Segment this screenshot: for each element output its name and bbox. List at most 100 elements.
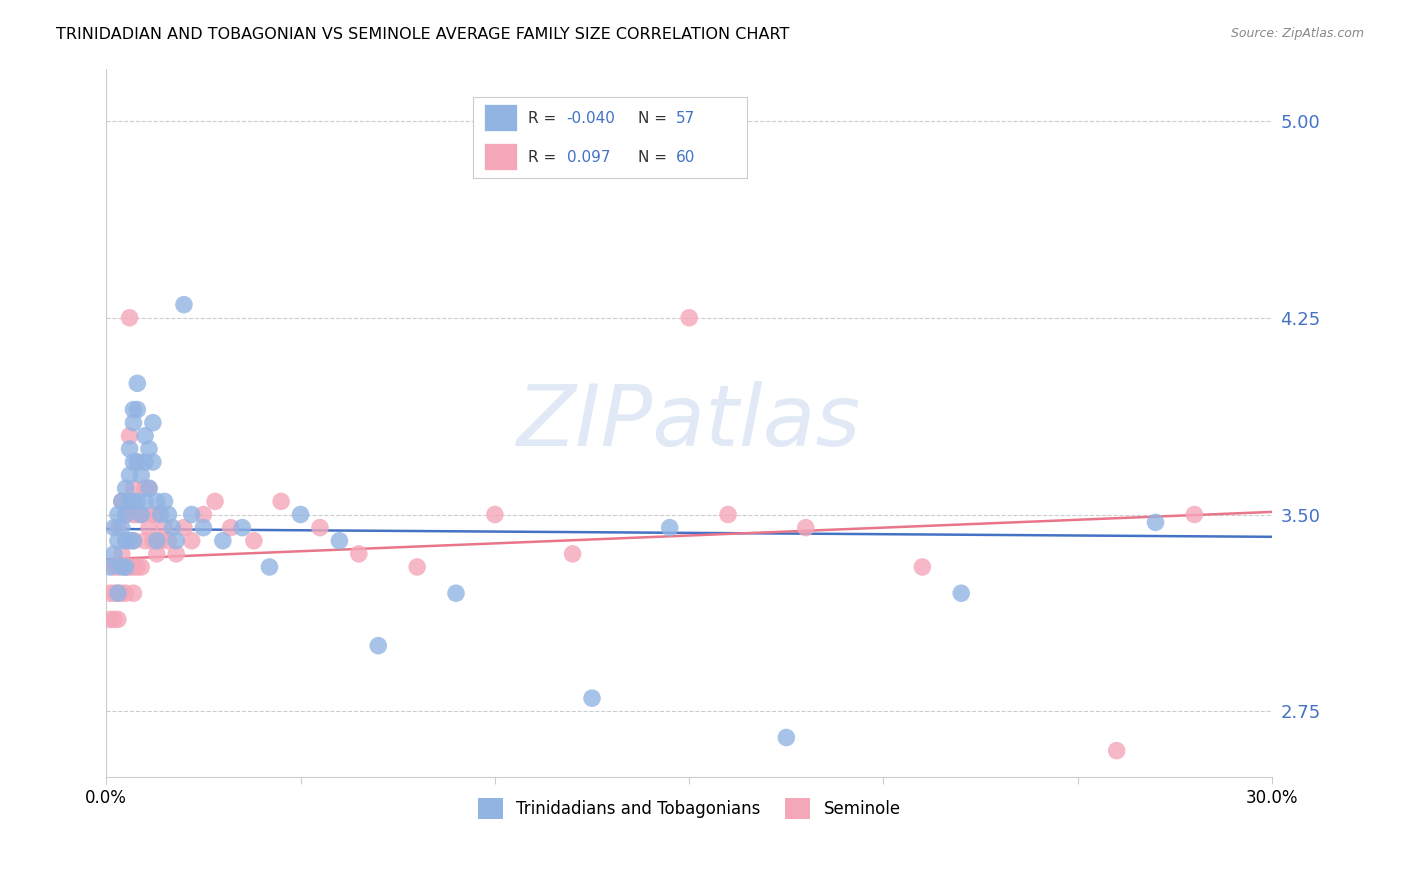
Point xyxy=(129,508,152,522)
Point xyxy=(142,455,165,469)
Point xyxy=(211,533,233,548)
Point xyxy=(173,521,195,535)
Point xyxy=(107,586,129,600)
Point xyxy=(111,547,134,561)
Point xyxy=(138,481,160,495)
Point xyxy=(347,547,370,561)
Point xyxy=(103,521,125,535)
Point xyxy=(111,586,134,600)
Point xyxy=(127,455,149,469)
Text: TRINIDADIAN AND TOBAGONIAN VS SEMINOLE AVERAGE FAMILY SIZE CORRELATION CHART: TRINIDADIAN AND TOBAGONIAN VS SEMINOLE A… xyxy=(56,27,790,42)
Point xyxy=(290,508,312,522)
Point xyxy=(118,560,141,574)
Point xyxy=(145,508,167,522)
Point xyxy=(406,560,429,574)
Point xyxy=(157,533,180,548)
Point xyxy=(484,508,506,522)
Point xyxy=(122,560,145,574)
Point xyxy=(118,310,141,325)
Point xyxy=(122,586,145,600)
Point xyxy=(122,402,145,417)
Point xyxy=(103,547,125,561)
Point xyxy=(118,494,141,508)
Point xyxy=(138,442,160,456)
Point xyxy=(950,586,973,600)
Point xyxy=(111,494,134,508)
Point xyxy=(114,533,136,548)
Point xyxy=(134,481,156,495)
Point xyxy=(142,533,165,548)
Point xyxy=(103,612,125,626)
Point xyxy=(243,533,266,548)
Point xyxy=(180,533,202,548)
Point xyxy=(149,533,172,548)
Point xyxy=(193,521,215,535)
Point xyxy=(127,455,149,469)
Point xyxy=(142,416,165,430)
Point xyxy=(114,560,136,574)
Point xyxy=(114,508,136,522)
Point xyxy=(259,560,281,574)
Point xyxy=(1182,508,1205,522)
Point xyxy=(717,508,740,522)
Point xyxy=(775,731,797,745)
Point xyxy=(153,494,176,508)
Point xyxy=(162,521,184,535)
Point xyxy=(122,533,145,548)
Point xyxy=(114,560,136,574)
Point xyxy=(114,586,136,600)
Point xyxy=(134,429,156,443)
Point xyxy=(107,508,129,522)
Point xyxy=(561,547,583,561)
Point xyxy=(581,691,603,706)
Point xyxy=(231,521,253,535)
Point xyxy=(270,494,292,508)
Text: ZIPatlas: ZIPatlas xyxy=(517,381,862,464)
Point xyxy=(107,586,129,600)
Point xyxy=(111,521,134,535)
Point xyxy=(193,508,215,522)
Point xyxy=(127,402,149,417)
Point xyxy=(122,508,145,522)
Point xyxy=(107,560,129,574)
Point xyxy=(122,455,145,469)
Point xyxy=(678,310,700,325)
Point xyxy=(219,521,242,535)
Point xyxy=(145,494,167,508)
Point xyxy=(98,560,121,574)
Point xyxy=(658,521,681,535)
Point xyxy=(107,533,129,548)
Point xyxy=(103,560,125,574)
Point xyxy=(149,508,172,522)
Point xyxy=(165,547,187,561)
Text: Source: ZipAtlas.com: Source: ZipAtlas.com xyxy=(1230,27,1364,40)
Point xyxy=(114,533,136,548)
Legend: Trinidadians and Tobagonians, Seminole: Trinidadians and Tobagonians, Seminole xyxy=(471,791,907,825)
Point xyxy=(107,612,129,626)
Point xyxy=(118,533,141,548)
Point xyxy=(134,494,156,508)
Point xyxy=(98,612,121,626)
Point xyxy=(444,586,467,600)
Point xyxy=(118,442,141,456)
Point xyxy=(157,508,180,522)
Point xyxy=(118,429,141,443)
Point xyxy=(145,533,167,548)
Point xyxy=(127,376,149,391)
Point xyxy=(911,560,934,574)
Point xyxy=(328,533,350,548)
Point xyxy=(142,508,165,522)
Point xyxy=(134,455,156,469)
Point xyxy=(127,560,149,574)
Point xyxy=(794,521,817,535)
Point xyxy=(127,494,149,508)
Point xyxy=(114,508,136,522)
Point xyxy=(129,508,152,522)
Point xyxy=(134,533,156,548)
Point xyxy=(118,468,141,483)
Point xyxy=(118,494,141,508)
Point xyxy=(309,521,332,535)
Point xyxy=(1144,516,1167,530)
Point xyxy=(129,468,152,483)
Point xyxy=(204,494,226,508)
